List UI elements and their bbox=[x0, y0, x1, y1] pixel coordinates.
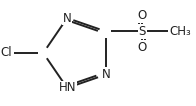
Text: N: N bbox=[63, 12, 72, 25]
Text: S: S bbox=[139, 25, 146, 38]
Text: O: O bbox=[138, 41, 147, 54]
Text: O: O bbox=[138, 9, 147, 22]
Text: N: N bbox=[101, 68, 110, 81]
Text: HN: HN bbox=[58, 81, 76, 94]
Text: CH₃: CH₃ bbox=[170, 25, 191, 38]
Text: Cl: Cl bbox=[1, 47, 12, 59]
